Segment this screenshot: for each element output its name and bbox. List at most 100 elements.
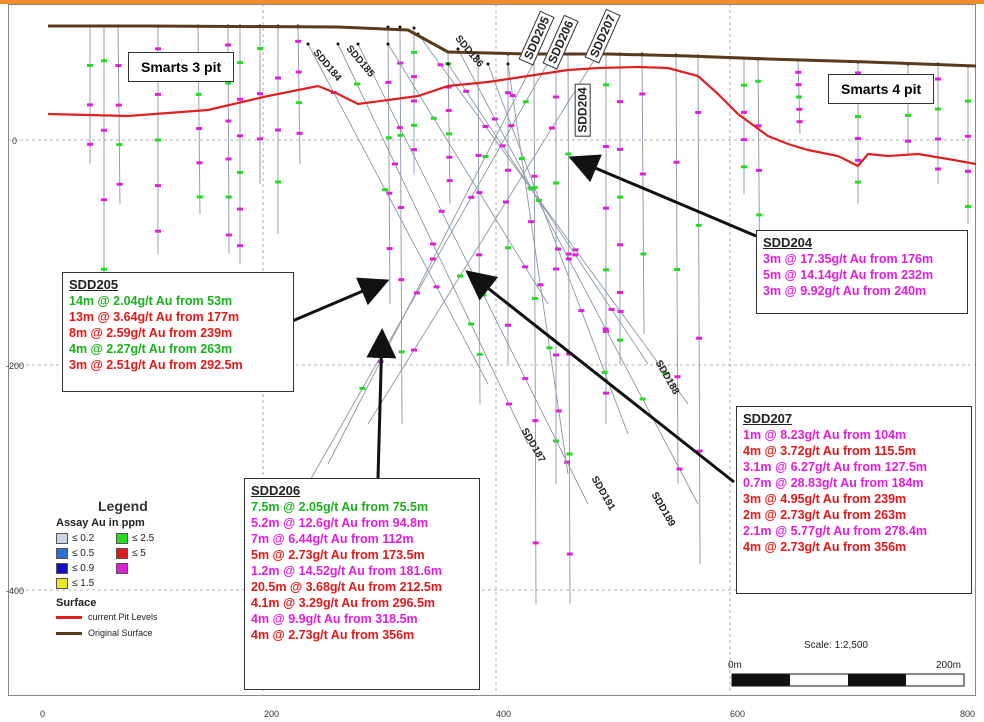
drill-hole-trace: [367, 53, 599, 425]
legend-title: Legend: [98, 498, 148, 514]
assay-interval-mark: [505, 168, 511, 172]
assay-interval-mark: [195, 92, 202, 96]
assay-interval-mark: [855, 71, 861, 75]
assay-interval-mark: [437, 63, 444, 67]
legend-item: ≤ 0.9: [56, 561, 116, 576]
legend-swatch: [56, 578, 68, 589]
cross-section-drawing: [8, 4, 976, 696]
assay-interval-mark: [608, 307, 615, 311]
assay-interval-mark: [795, 83, 802, 87]
drill-hole-trace: [533, 53, 537, 605]
legend-surface-pit: current Pit Levels: [56, 609, 206, 625]
assay-interval-mark: [468, 195, 475, 199]
assay-interval-mark: [433, 285, 440, 289]
assay-interval-mark: [855, 158, 861, 162]
arrow-sdd205: [289, 277, 390, 324]
sdd207-results-list: 1m @ 8.23g/t Au from 104m 4m @ 3.72g/t Au…: [743, 427, 965, 555]
legend: Legend Assay Au in ppm ≤ 0.2 ≤ 2.5 ≤ 0.5 ≤ …: [56, 498, 206, 641]
sdd205-box-title: SDD205: [69, 277, 119, 292]
assay-interval-mark: [257, 137, 263, 141]
drill-hole-trace: [399, 26, 403, 425]
assay-interval-mark: [566, 452, 573, 456]
assay-interval-mark: [674, 268, 680, 271]
assay-interval-mark: [468, 322, 474, 326]
sdd205-result-line: 4m @ 2.27g/t Au from 263m: [69, 342, 233, 356]
arrow-sdd207: [465, 270, 735, 484]
assay-interval-mark: [676, 467, 683, 471]
sdd206-result-line: 4m @ 9.9g/t Au from 318.5m: [251, 612, 418, 626]
x-tick-0: 0: [40, 709, 46, 719]
assay-interval-mark: [482, 125, 489, 128]
assay-interval-mark: [225, 157, 232, 161]
sdd206-result-line: 1.2m @ 14.52g/t Au from 181.6m: [251, 564, 442, 578]
legend-item-label: ≤ 0.5: [72, 548, 95, 559]
plot-frame: [8, 4, 976, 696]
assay-interval-mark: [741, 165, 747, 169]
assay-interval-mark: [446, 179, 453, 183]
assay-interval-mark: [430, 242, 436, 246]
assay-interval-mark: [518, 157, 525, 161]
assay-interval-mark: [225, 43, 232, 47]
assay-interval-mark: [965, 99, 971, 103]
assay-interval-mark: [531, 185, 538, 189]
assay-interval-mark: [296, 131, 303, 135]
assay-interval-mark: [935, 137, 941, 141]
legend-swatch: [116, 563, 128, 574]
legend-surface-title: Surface: [56, 597, 97, 609]
legend-swatch: [56, 563, 68, 574]
assay-interval-mark: [553, 353, 559, 357]
assay-interval-mark: [101, 267, 107, 271]
assay-interval-mark: [965, 134, 971, 138]
drill-hole-trace: [507, 63, 569, 475]
assay-interval-mark: [935, 167, 941, 171]
arrow-sdd206: [366, 328, 397, 479]
assay-interval-mark: [617, 290, 623, 294]
drill-hole-collar: [412, 26, 416, 30]
legend-swatch: [116, 548, 128, 559]
assay-interval-mark: [505, 91, 511, 95]
cross-section-panel: 0 200 400 600 800 0 -200 -400 Smarts 3 p…: [6, 4, 976, 719]
assay-interval-mark: [503, 200, 509, 204]
sdd204-box-title: SDD204: [763, 235, 813, 250]
assay-interval-mark: [87, 142, 93, 146]
drill-hole-trace: [641, 53, 645, 335]
sdd205-result-line: 14m @ 2.04g/t Au from 53m: [69, 294, 233, 308]
assay-interval-mark: [555, 247, 561, 251]
assay-interval-mark: [87, 103, 93, 107]
assay-interval-mark: [546, 346, 553, 350]
x-tick-600: 600: [730, 709, 746, 719]
legend-surface-original: Original Surface: [56, 625, 206, 641]
assay-interval-mark: [430, 257, 436, 261]
assay-interval-mark: [673, 160, 680, 164]
pointer-arrows: [289, 154, 757, 484]
legend-pit-line-label: current Pit Levels: [88, 612, 158, 622]
sdd206-result-line: 4m @ 2.73g/t Au from 356m: [251, 628, 415, 642]
assay-interval-mark: [565, 252, 572, 256]
assay-interval-mark: [553, 181, 559, 185]
assay-interval-mark: [756, 213, 763, 217]
assay-interval-mark: [639, 92, 646, 96]
assay-interval-mark: [617, 195, 623, 199]
sdd207-box-title: SDD207: [743, 411, 793, 426]
drill-hole-collar: [486, 62, 490, 66]
assay-interval-mark: [257, 47, 263, 51]
assay-interval-mark: [275, 76, 281, 80]
drill-hole-collar: [506, 62, 510, 66]
scale-title: Scale: 1:2,500: [804, 640, 868, 651]
legend-original-surface-swatch: [56, 631, 82, 635]
assay-interval-mark: [225, 81, 232, 85]
sdd204-results-box: SDD204 3m @ 17.35g/t Au from 176m 5m @ 14…: [756, 230, 968, 314]
assay-interval-mark: [905, 113, 911, 117]
assay-interval-mark: [237, 61, 243, 65]
assay-interval-mark: [155, 229, 161, 233]
assay-interval-mark: [392, 162, 398, 166]
sdd206-results-box: SDD206 7.5m @ 2.05g/t Au from 75.5m 5.2m …: [244, 478, 480, 690]
assay-interval-mark: [506, 402, 512, 406]
assay-interval-mark: [491, 117, 498, 121]
assay-interval-mark: [553, 95, 559, 99]
arrow-sdd204: [568, 154, 757, 238]
assay-interval-mark: [237, 97, 243, 101]
sdd207-result-line: 0.7m @ 28.83g/t Au from 184m: [743, 476, 924, 490]
assay-interval-mark: [196, 161, 203, 165]
assay-interval-mark: [755, 168, 762, 172]
